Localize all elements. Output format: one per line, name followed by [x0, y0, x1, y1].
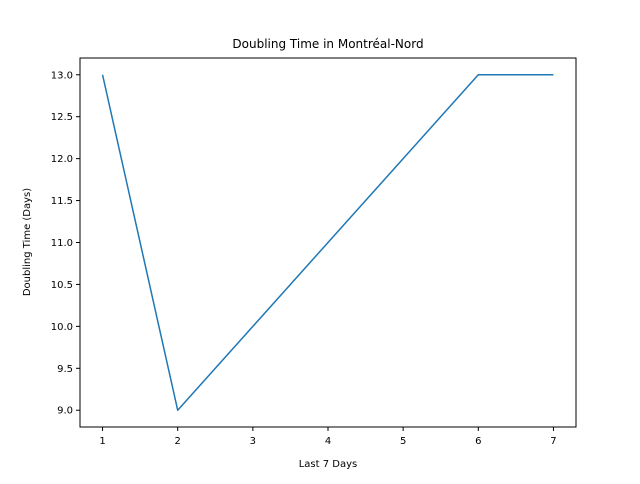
data-point	[102, 74, 103, 75]
x-axis: 1 2 3 4 5 6 7	[99, 427, 557, 447]
data-point	[177, 410, 178, 411]
x-tick-label: 2	[175, 436, 181, 447]
x-tick-label: 3	[250, 436, 256, 447]
data-point	[328, 242, 329, 243]
x-tick-label: 4	[325, 436, 331, 447]
y-tick-label: 13.0	[51, 70, 73, 81]
y-tick-label: 10.5	[51, 280, 73, 291]
data-point	[252, 326, 253, 327]
y-tick-label: 11.0	[51, 238, 73, 249]
plot-area: 1 2 3 4 5 6 7 9.0 9.5 10.0 10.5 11.0 11.5 12.0 12.5 13…	[51, 57, 577, 447]
x-tick-label: 7	[550, 436, 556, 447]
y-tick-label: 9.5	[57, 364, 73, 375]
y-tick-label: 12.0	[51, 154, 73, 165]
y-axis: 9.0 9.5 10.0 10.5 11.0 11.5 12.0 12.5 13.0	[51, 70, 80, 417]
y-tick-label: 11.5	[51, 196, 73, 207]
x-axis-label: Last 7 Days	[299, 459, 358, 470]
data-point	[478, 74, 479, 75]
chart-title: Doubling Time in Montréal-Nord	[232, 37, 423, 51]
data-point	[403, 158, 404, 159]
series-layer	[101, 74, 554, 411]
x-tick-label: 6	[475, 436, 481, 447]
y-tick-label: 9.0	[57, 406, 73, 417]
y-tick-label: 10.0	[51, 322, 73, 333]
series-line	[101, 74, 554, 411]
y-axis-label: Doubling Time (Days)	[22, 188, 33, 296]
data-point	[553, 74, 554, 75]
y-tick-label: 12.5	[51, 112, 73, 123]
x-tick-label: 5	[400, 436, 406, 447]
x-tick-label: 1	[99, 436, 105, 447]
